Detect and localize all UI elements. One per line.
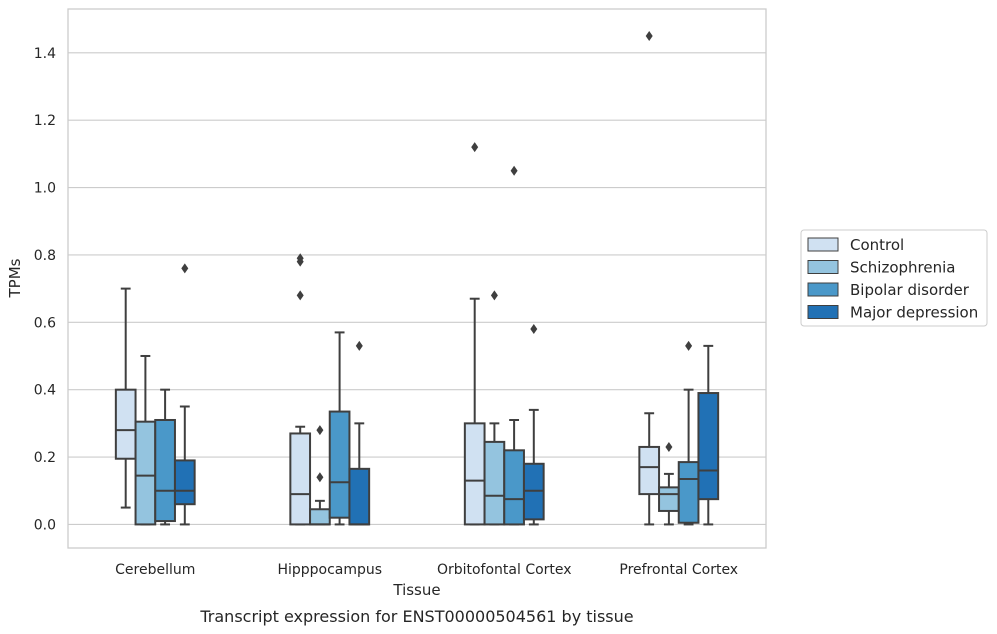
- box: [697, 392, 720, 501]
- y-tick-label: 0.6: [34, 315, 56, 331]
- outlier-point: [510, 165, 518, 176]
- outlier-point: [316, 472, 324, 483]
- legend-label: Schizophrenia: [850, 259, 955, 277]
- legend-label: Major depression: [850, 304, 978, 322]
- box: [309, 508, 331, 526]
- box: [289, 432, 312, 526]
- outlier-point: [471, 142, 479, 153]
- box: [154, 418, 176, 523]
- box-group: [289, 253, 371, 526]
- x-tick-labels: Cerebellum Hipppocampus Orbitofontal Corte…: [115, 562, 738, 578]
- outlier-point: [355, 340, 363, 351]
- box: [173, 459, 196, 506]
- x-tick-label: Cerebellum: [115, 562, 195, 578]
- y-tick-label: 0.8: [34, 248, 56, 264]
- outlier-point: [181, 263, 189, 274]
- box-group: [463, 142, 545, 526]
- outlier-point: [645, 30, 653, 41]
- box: [483, 440, 506, 526]
- box: [503, 449, 525, 526]
- legend-swatch: [807, 305, 839, 319]
- outlier-point: [530, 324, 538, 335]
- legend: Control Schizophrenia Bipolar disorder Majo…: [800, 229, 988, 327]
- plot-frame: [67, 8, 767, 549]
- box: [677, 461, 700, 524]
- x-tick-label: Prefrontal Cortex: [619, 562, 738, 578]
- legend-label: Bipolar disorder: [850, 281, 970, 299]
- box-group: [114, 263, 196, 526]
- legend-swatch: [807, 282, 839, 297]
- legend-frame: [800, 229, 988, 327]
- outlier-point: [490, 290, 498, 301]
- chart-caption: Transcript expression for ENST0000050456…: [199, 607, 633, 626]
- legend-items: Control Schizophrenia Bipolar disorder Majo…: [807, 236, 978, 322]
- box: [348, 467, 371, 526]
- box: [114, 388, 137, 460]
- box: [638, 445, 661, 496]
- y-tick-label: 1.0: [34, 181, 56, 197]
- box: [463, 422, 486, 526]
- legend-label: Control: [850, 236, 904, 254]
- outlier-point: [665, 441, 673, 452]
- box-groups: [114, 30, 720, 526]
- y-tick-label: 0.2: [34, 450, 56, 466]
- legend-swatch: [807, 237, 839, 252]
- y-tick-labels: 0.0 0.2 0.4 0.6 0.8 1.0 1.2 1.4: [34, 46, 56, 534]
- box: [658, 486, 680, 512]
- x-axis-title: Tissue: [392, 581, 440, 599]
- y-tick-label: 1.4: [34, 46, 56, 62]
- box: [328, 410, 351, 519]
- outlier-point: [296, 290, 304, 301]
- y-tick-label: 1.2: [34, 113, 56, 129]
- box: [134, 420, 157, 526]
- x-tick-label: Orbitofontal Cortex: [437, 562, 572, 578]
- legend-swatch: [807, 260, 839, 274]
- outlier-point: [685, 340, 693, 351]
- box-group: [638, 30, 720, 526]
- y-tick-label: 0.0: [34, 517, 56, 533]
- outlier-point: [296, 253, 304, 264]
- outlier-point: [316, 425, 324, 436]
- y-tick-label: 0.4: [34, 383, 56, 399]
- y-axis-title: TPMs: [6, 258, 24, 298]
- x-tick-label: Hipppocampus: [277, 562, 382, 578]
